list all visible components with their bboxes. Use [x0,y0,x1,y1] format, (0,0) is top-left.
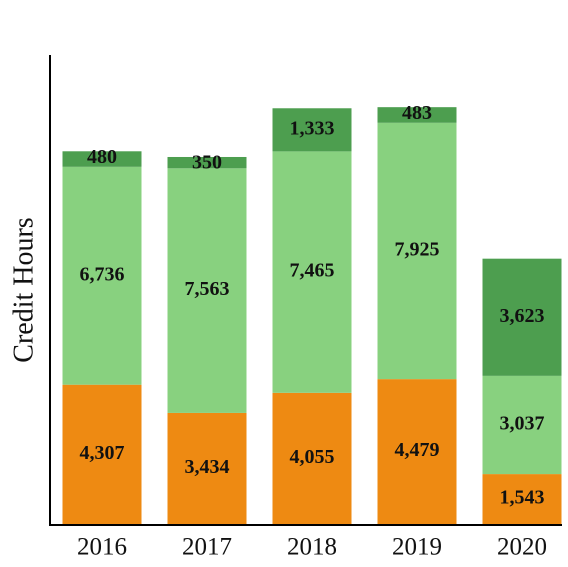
value-label: 3,623 [500,305,545,327]
bar-segment [377,122,457,380]
bar-segment [167,168,247,413]
value-label: 7,563 [185,278,230,300]
x-tick-label: 2018 [287,534,337,561]
bar-segment [62,151,142,167]
value-label: 3,434 [185,456,230,478]
bar-segment [377,107,457,123]
value-label: 350 [192,152,222,174]
value-label: 4,307 [80,442,125,464]
value-label: 1,333 [290,117,335,139]
value-label: 3,037 [500,413,545,435]
y-axis-label: Credit Hours [8,217,39,362]
bar-segment [272,151,352,393]
x-tick-label: 2017 [182,534,232,561]
value-label: 1,543 [500,487,545,509]
value-label: 483 [402,102,432,124]
bar-segment [167,156,247,169]
value-label: 4,479 [395,439,440,461]
x-tick-label: 2020 [497,534,547,561]
bar-segment [62,384,142,524]
bar-segment [167,412,247,524]
bar-segment [482,375,562,475]
value-label: 480 [87,146,117,168]
bar-segment [482,474,562,524]
value-label: 7,925 [395,239,440,261]
value-label: 7,465 [290,260,335,282]
bar-segment [377,379,457,524]
bar-segment [482,258,562,376]
bar-segment [272,108,352,152]
value-label: 6,736 [80,263,125,285]
x-tick-label: 2016 [77,534,127,561]
bar-segment [62,166,142,385]
value-label: 4,055 [290,446,335,468]
x-tick-label: 2019 [392,534,442,561]
bar-segment [272,392,352,524]
